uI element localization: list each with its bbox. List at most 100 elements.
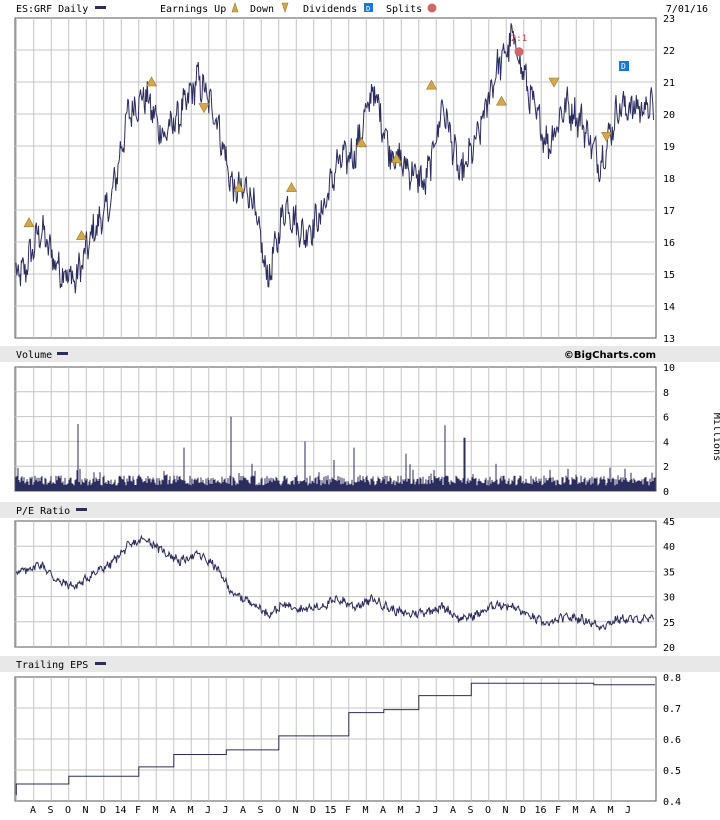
x-axis-label: 15 bbox=[324, 805, 336, 816]
earnings-up-marker bbox=[233, 181, 245, 192]
volume-tick-label: 4 bbox=[663, 437, 669, 448]
eps-tick-label: 0.6 bbox=[663, 735, 681, 746]
price-tick-label: 23 bbox=[663, 14, 675, 25]
x-axis-label: A bbox=[30, 805, 36, 816]
volume-bars bbox=[15, 416, 656, 491]
x-axis-label: M bbox=[397, 805, 403, 816]
eps-tick-label: 0.7 bbox=[663, 704, 681, 715]
earnings-down-legend-icon bbox=[281, 2, 289, 13]
chart-date: 7/01/16 bbox=[666, 4, 708, 15]
price-annotations: 2:1 D bbox=[23, 34, 629, 240]
x-axis-label: N bbox=[502, 805, 508, 816]
price-tick-label: 20 bbox=[663, 110, 675, 121]
symbol-title: ES:GRF Daily bbox=[16, 4, 88, 15]
down-legend-label: Down bbox=[250, 4, 274, 15]
price-legend-swatch bbox=[95, 6, 106, 9]
x-axis-label: F bbox=[135, 805, 141, 816]
volume-tick-label: 6 bbox=[663, 413, 669, 424]
volume-panel-frame bbox=[14, 366, 657, 492]
pe-panel-frame bbox=[14, 520, 657, 648]
volume-panel: 0 2 4 6 8 10 Millions bbox=[14, 363, 720, 498]
volume-axis: 0 2 4 6 8 10 bbox=[663, 363, 675, 498]
earnings-down-marker bbox=[198, 103, 210, 114]
eps-legend-swatch bbox=[95, 662, 106, 665]
earnings-up-marker bbox=[285, 181, 298, 192]
eps-axis: 0.4 0.5 0.6 0.7 0.8 bbox=[663, 673, 681, 808]
x-axis-label: D bbox=[310, 805, 316, 816]
dividend-marker-letter: D bbox=[621, 62, 626, 71]
eps-tick-label: 0.8 bbox=[663, 673, 681, 684]
split-ratio-label: 2:1 bbox=[511, 34, 527, 44]
price-series-line bbox=[15, 23, 654, 294]
eps-header-band bbox=[0, 656, 720, 672]
earnings-up-marker bbox=[355, 137, 368, 148]
pe-tick-label: 20 bbox=[663, 643, 675, 654]
x-axis-label: A bbox=[590, 805, 596, 816]
x-axis-label: O bbox=[485, 805, 491, 816]
x-axis-label: S bbox=[257, 805, 263, 816]
pe-grid bbox=[15, 521, 656, 647]
eps-grid bbox=[15, 677, 656, 801]
volume-panel-title: Volume bbox=[16, 350, 52, 361]
price-tick-label: 18 bbox=[663, 174, 675, 185]
x-axis-label: A bbox=[170, 805, 176, 816]
x-axis-label: F bbox=[555, 805, 561, 816]
earnings-up-marker bbox=[390, 153, 403, 164]
dividend-legend-icon bbox=[364, 3, 373, 12]
volume-unit-label: Millions bbox=[711, 413, 720, 461]
x-axis-label: A bbox=[380, 805, 386, 816]
volume-tick-label: 2 bbox=[663, 462, 669, 473]
splits-legend-label: Splits bbox=[386, 4, 422, 15]
volume-header-band bbox=[0, 346, 720, 362]
x-axis-label: D bbox=[100, 805, 106, 816]
earnings-up-marker bbox=[145, 76, 158, 87]
earnings-up-marker bbox=[425, 79, 438, 90]
price-tick-label: 19 bbox=[663, 142, 675, 153]
x-axis-label: M bbox=[187, 805, 193, 816]
eps-panel-title: Trailing EPS bbox=[16, 660, 88, 671]
price-grid bbox=[15, 18, 656, 338]
price-tick-label: 17 bbox=[663, 206, 675, 217]
split-legend-icon bbox=[427, 3, 437, 13]
price-tick-label: 13 bbox=[663, 334, 675, 345]
eps-tick-label: 0.5 bbox=[663, 766, 681, 777]
earnings-legend-label: Earnings Up bbox=[160, 4, 226, 15]
x-axis-label: M bbox=[362, 805, 368, 816]
dividends-legend-label: Dividends bbox=[303, 4, 357, 15]
x-axis-label: F bbox=[345, 805, 351, 816]
x-axis-label: O bbox=[275, 805, 281, 816]
price-panel: 13 14 15 16 17 18 19 20 21 22 23 2:1 D bbox=[14, 14, 675, 345]
price-axis: 13 14 15 16 17 18 19 20 21 22 23 bbox=[663, 14, 675, 345]
x-axis-label: O bbox=[65, 805, 71, 816]
pe-tick-label: 45 bbox=[663, 517, 675, 528]
x-axis-label: 16 bbox=[534, 805, 546, 816]
x-axis-label: N bbox=[82, 805, 88, 816]
volume-tick-label: 8 bbox=[663, 388, 669, 399]
x-axis-label: M bbox=[607, 805, 613, 816]
x-axis-label: J bbox=[205, 805, 211, 816]
pe-axis: 20 25 30 35 40 45 bbox=[663, 517, 675, 654]
split-marker bbox=[514, 47, 524, 57]
pe-series-line bbox=[15, 534, 654, 631]
pe-tick-label: 35 bbox=[663, 567, 675, 578]
eps-panel: 0.4 0.5 0.6 0.7 0.8 bbox=[14, 673, 681, 808]
x-axis-label: J bbox=[415, 805, 421, 816]
earnings-down-marker bbox=[600, 132, 613, 143]
pe-tick-label: 25 bbox=[663, 618, 675, 629]
x-axis-label: A bbox=[240, 805, 246, 816]
earnings-up-marker bbox=[75, 229, 88, 240]
x-axis-label: S bbox=[467, 805, 473, 816]
volume-legend-swatch bbox=[57, 352, 68, 355]
x-axis-label: J bbox=[432, 805, 438, 816]
dividend-legend-letter: D bbox=[366, 5, 370, 13]
volume-tick-label: 0 bbox=[663, 487, 669, 498]
x-axis-label: A bbox=[450, 805, 456, 816]
price-tick-label: 15 bbox=[663, 270, 675, 281]
x-axis-labels: A S O N D 14 F M A M J J A S O N D 15 F M A M J J A S O N D 16 F M A M J bbox=[30, 805, 631, 816]
pe-header-band bbox=[0, 502, 720, 518]
eps-series-line bbox=[15, 682, 655, 796]
volume-tick-label: 10 bbox=[663, 363, 675, 374]
pe-tick-label: 30 bbox=[663, 593, 675, 604]
price-tick-label: 22 bbox=[663, 46, 675, 57]
